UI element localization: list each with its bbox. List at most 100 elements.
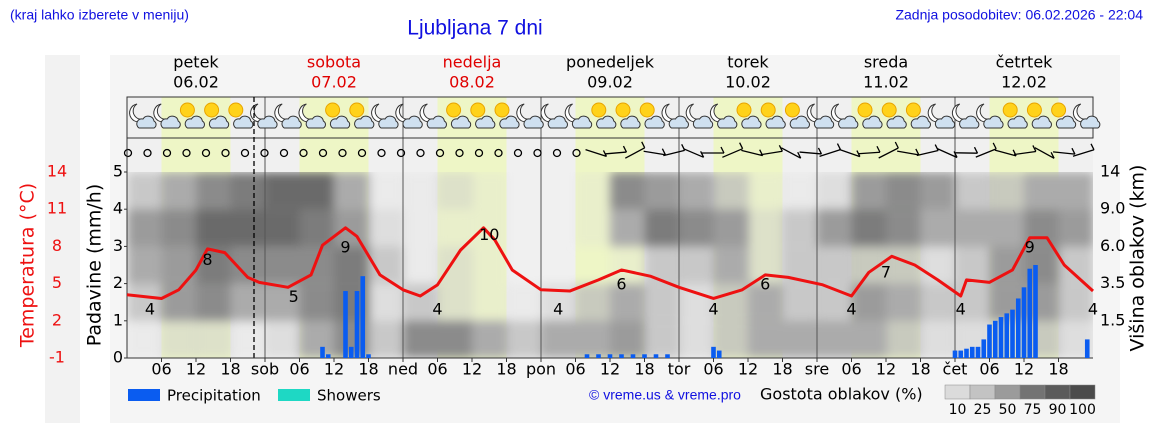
temp-label: 4: [1088, 300, 1098, 319]
calm-wind: [318, 148, 328, 158]
cloud-icon: [233, 115, 254, 129]
sun-icon: [760, 102, 776, 118]
x-tick-label: 18: [220, 360, 240, 379]
cloud-cell: [920, 246, 956, 284]
menu-note: (kraj lahko izberete v meniju): [10, 7, 189, 23]
wind-barb: [857, 145, 881, 155]
cloud-scale-label: 75: [1024, 402, 1042, 418]
x-tick-label: 06: [979, 360, 999, 379]
x-tick-label: 12: [600, 360, 620, 379]
cloud-cell: [920, 172, 956, 210]
cloud-cell: [575, 209, 611, 247]
cloud-cell: [368, 172, 404, 210]
day-name: sreda: [864, 53, 908, 72]
cloud-icon: [692, 115, 714, 129]
precip-bar: [1010, 309, 1015, 358]
precip-bar: [642, 354, 647, 358]
wind-barb: [722, 142, 744, 158]
precip-bar: [964, 348, 969, 358]
y2-tick-label: 1.5: [1100, 310, 1125, 329]
cloud-cell: [127, 246, 163, 284]
cloud-cell: [403, 209, 439, 247]
precip-bar: [958, 350, 964, 358]
cloud-cell: [1058, 283, 1093, 321]
precip-bar: [665, 354, 670, 358]
cloud-cell: [265, 246, 301, 284]
cloud-cell: [679, 172, 715, 210]
cloud-cell: [575, 283, 611, 321]
precip-bar: [992, 320, 998, 358]
calm-wind: [357, 148, 367, 158]
cloud-cell: [610, 246, 646, 284]
x-tick-label: 12: [324, 360, 344, 379]
precip-bar: [343, 291, 348, 358]
cloud-cell: [920, 320, 956, 358]
cloud-icon: [620, 115, 641, 129]
precip-bar: [1084, 339, 1090, 358]
cloud-cell: [782, 320, 818, 358]
temp-label: 6: [616, 275, 626, 294]
cloud-cell: [299, 320, 335, 358]
x-tick-label: sre: [805, 360, 829, 379]
precip-bar: [360, 276, 366, 358]
precip-bar: [596, 354, 601, 358]
foreground-layer: petek06.02sobota07.02nedelja08.02ponedel…: [17, 53, 1149, 419]
y-axis-title: Padavine (mm/h): [84, 184, 106, 347]
cloud-cell: [679, 246, 715, 284]
cloud-icon: [717, 115, 738, 129]
cloud-icon: [136, 115, 157, 129]
cloud-icon: [450, 115, 472, 129]
legend-swatch: [278, 389, 310, 401]
legend-swatch: [128, 389, 160, 401]
wind-barb: [683, 148, 705, 158]
cloud-cell: [610, 283, 646, 321]
cloud-cell: [368, 320, 404, 358]
x-tick-label: tor: [668, 360, 691, 379]
calm-wind: [494, 148, 503, 158]
temp-label: 6: [760, 275, 770, 294]
wind-barb: [936, 147, 958, 159]
y-tick-label: 1: [113, 310, 123, 329]
wind-barb: [702, 146, 725, 154]
cloud-cell: [403, 172, 439, 210]
cloud-icon: [547, 115, 568, 129]
calm-wind: [221, 148, 230, 158]
precip-bar: [975, 346, 981, 358]
wind-barb: [1072, 143, 1095, 157]
sun-icon: [857, 102, 873, 118]
sun-icon: [325, 102, 341, 118]
update-time: Zadnja posodobitev: 06.02.2026 - 22:04: [895, 7, 1143, 23]
calm-wind: [474, 148, 484, 158]
cloud-cell: [851, 172, 887, 210]
sun-icon: [639, 102, 655, 118]
cloud-cell: [575, 172, 611, 210]
calm-wind: [338, 148, 347, 158]
cloud-icon: [499, 115, 520, 129]
cloud-cell: [575, 320, 611, 358]
precip-bar: [607, 354, 613, 358]
cloud-cell: [886, 320, 922, 358]
cloud-scale-title: Gostota oblakov (%): [760, 385, 923, 404]
cloud-icon: [184, 115, 205, 129]
cloud-cell: [265, 209, 301, 247]
sun-icon: [446, 102, 462, 118]
y2-tick-label: 6.0: [1100, 236, 1125, 255]
cloud-cell: [644, 172, 680, 210]
wind-barb: [643, 148, 666, 156]
cloud-cell: [989, 246, 1025, 284]
cloud-cell: [610, 209, 646, 247]
calm-wind: [182, 148, 191, 158]
cloud-icon: [1007, 115, 1028, 129]
cloud-icon: [838, 115, 859, 129]
wind-barb: [799, 147, 823, 155]
cloud-scale-swatch: [994, 384, 1021, 400]
sun-icon: [736, 102, 752, 118]
cloud-scale-label: 10: [949, 402, 967, 418]
cloud-cell: [472, 209, 508, 247]
temp-label: 4: [432, 300, 442, 319]
wind-barb: [780, 147, 802, 159]
cloud-icon: [160, 115, 181, 129]
x-tick-label: 12: [738, 360, 758, 379]
cloud-cell: [782, 209, 818, 247]
